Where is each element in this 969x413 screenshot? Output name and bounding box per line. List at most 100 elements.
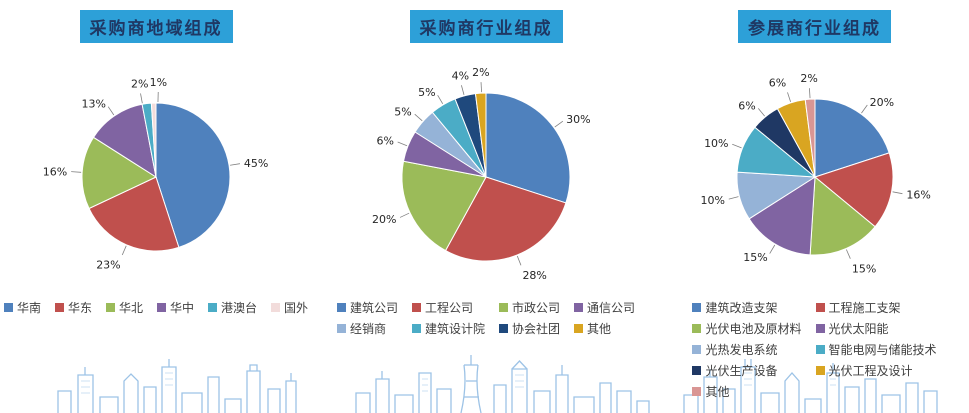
legend-marker [574,324,584,333]
legend-item: 智能电网与储能技术 [815,341,937,358]
legend-item: 华南 [3,299,41,316]
chart-title-buyer-industry: 采购商行业组成 [409,10,563,43]
legend-label: 光伏太阳能 [828,322,889,336]
pie-slice-建筑改造支架 [814,98,890,178]
legend-marker [54,303,64,312]
leader-line [808,88,810,99]
legend-label: 光伏工程及设计 [828,364,913,378]
data-label: 20% [372,213,396,226]
leader-line [516,255,522,266]
legend-label: 建筑公司 [349,301,398,315]
legend-label: 光伏电池及原材料 [705,322,802,336]
legend-marker [815,303,825,312]
pie-slice-光伏太阳能 [747,176,816,256]
pie-slice-华北 [81,136,158,210]
legend-item: 工程施工支架 [815,299,937,316]
leader-line [71,171,82,173]
chart-legend-buyer-region: 华南 华东 华北 华中 港澳台 国外 [3,299,308,316]
leader-line [107,106,115,116]
legend-marker [692,387,702,396]
data-label: 2% [800,72,817,85]
leader-line [414,113,423,122]
legend-marker [411,324,421,333]
pie-slice-其他 [804,98,815,178]
skyline-illustration [57,355,938,413]
leader-line [768,244,775,254]
legend-label: 通信公司 [587,301,636,315]
leader-line [731,143,742,149]
pie-slice-华东 [88,176,180,252]
legend-item: 国外 [271,299,308,316]
legend-marker [815,324,825,333]
legend-label: 华北 [118,301,143,315]
data-label: 2% [131,77,148,90]
legend-marker [692,366,702,375]
chart-title-exhibitor-industry: 参展商行业组成 [738,10,891,43]
legend-item: 光伏电池及原材料 [692,320,802,337]
pie-slice-其他 [474,92,487,178]
data-label: 5% [418,86,435,99]
legend-label: 光热发电系统 [705,343,778,357]
chart-title-buyer-region: 采购商地域组成 [79,10,233,43]
data-label: 16% [906,188,930,201]
data-label: 20% [869,96,893,109]
legend-item: 光伏生产设备 [692,362,801,379]
pie-slice-国外 [150,102,157,178]
legend-item: 光伏工程及设计 [815,362,937,379]
legend-item: 其他 [574,320,635,337]
data-label: 15% [743,251,767,264]
legend-item: 建筑设计院 [411,320,485,337]
legend-item: 华东 [54,299,92,316]
legend-item: 光热发电系统 [692,341,801,358]
legend-label: 市政公司 [512,301,561,315]
legend-marker [499,303,508,312]
data-label: 6% [376,135,393,148]
leader-line [892,191,902,195]
legend-label: 华东 [67,301,92,315]
legend-label: 工程公司 [424,301,473,315]
legend-marker [815,366,825,375]
legend-item: 华中 [157,299,194,316]
legend-item: 通信公司 [574,299,635,316]
leader-line [786,92,791,102]
chart-legend-exhibitor-industry: 建筑改造支架 工程施工支架光伏电池及原材料 光伏太阳能光热发电系统 智能电网与储能技术… [692,299,937,400]
legend-marker [499,324,508,333]
leader-line [554,120,564,128]
legend-label: 光伏生产设备 [705,364,778,378]
pie-slice-光伏电池及原材料 [809,175,876,256]
data-label: 15% [851,262,875,275]
legend-marker [692,303,702,312]
legend-label: 华中 [170,301,195,315]
data-label: 2% [472,66,489,79]
pie-slice-华中 [92,103,157,179]
leader-line [845,249,851,259]
data-label: 13% [82,97,106,110]
legend-label: 工程施工支架 [828,301,901,315]
leader-line [860,104,868,114]
legend-label: 建筑设计院 [424,322,485,336]
legend-label: 建筑改造支架 [705,301,778,315]
pie-chart-exhibitor-industry: 20% 16% 15% 15% 10% 10% 6% 6% 2% [700,72,930,275]
data-label: 6% [768,77,785,90]
data-label: 5% [394,106,411,119]
pie-slice-市政公司 [401,160,487,252]
legend-label: 其他 [587,322,612,336]
legend-marker [105,303,115,312]
pie-slice-建筑公司 [485,92,571,204]
legend-item: 华北 [105,299,143,316]
legend-marker [336,303,346,312]
legend-label: 港澳台 [221,301,258,315]
data-label: 16% [43,165,67,178]
legend-item: 光伏太阳能 [815,320,937,337]
chart-panel-exhibitor-industry: 参展商行业组成 20% 16% 15% 15% 10% 10% 6% 6% 2% 建筑改造支架 工… [660,10,969,400]
data-label: 10% [704,137,728,150]
data-label: 30% [566,113,590,126]
legend-marker [157,303,166,312]
charts-row: 采购商地域组成 45% 23% 16% 13% 2% 1% 华南 华东 华北 华中 港澳台 国外 采… [3,10,969,400]
legend-marker [3,303,13,312]
leader-line [728,196,739,200]
chart-legend-buyer-industry: 建筑公司 工程公司 市政公司 通信公司 经销商 建筑设计院 协会社团 其他 [336,299,635,337]
data-label: 1% [150,76,167,89]
leader-line [121,245,127,256]
